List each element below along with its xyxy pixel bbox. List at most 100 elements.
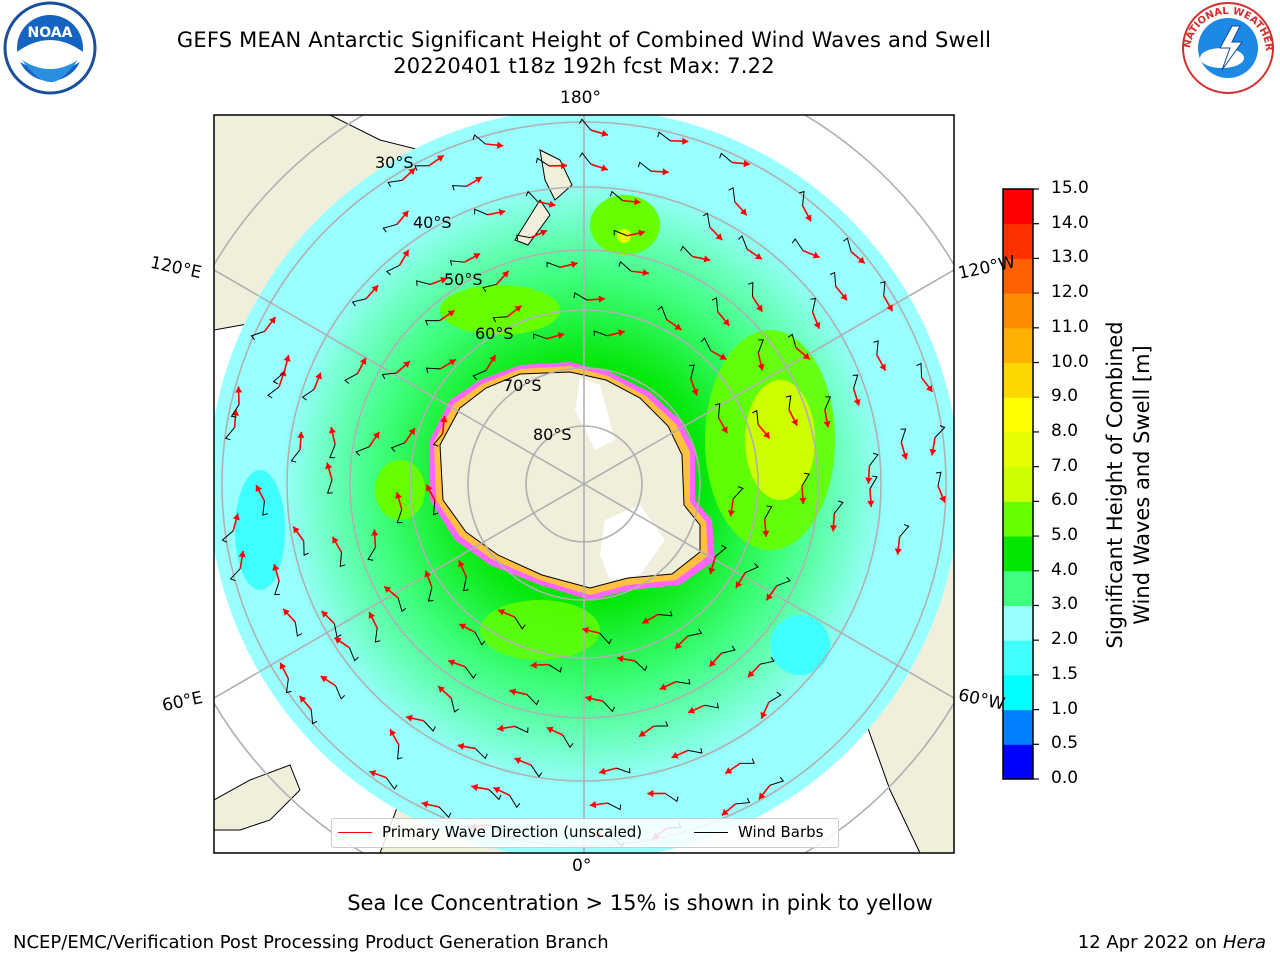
map-title: GEFS MEAN Antarctic Significant Height o… (176, 28, 992, 52)
colorbar-segment (1003, 258, 1033, 294)
wind-barb (711, 297, 719, 312)
colorbar-tick-label: 7.0 (1051, 455, 1079, 476)
wave-arrow-head (405, 714, 413, 722)
wave-arrow-head (682, 137, 689, 145)
wind-barb (351, 298, 367, 307)
wind-barb (935, 471, 942, 487)
wind-barb (374, 627, 381, 643)
wave-arrow-head (371, 529, 379, 536)
colorbar-segment (1003, 744, 1033, 780)
colorbar-tick-label: 6.0 (1051, 490, 1079, 511)
wave-arrow-head (642, 617, 650, 624)
wind-barb (657, 131, 671, 142)
wind-barb (833, 500, 844, 514)
wave-arrow-head (448, 659, 456, 667)
wave-arrow-head (440, 276, 448, 284)
wind-barb (757, 339, 764, 354)
wave-arrow-head (540, 229, 547, 237)
wave-arrow-head (297, 431, 305, 439)
wave-arrow-head (403, 361, 411, 368)
wind-barb (344, 373, 358, 384)
legend-swatch-wave (338, 832, 372, 833)
wind-barb (414, 165, 430, 171)
wind-barb (752, 409, 759, 425)
wave-arrow-head (408, 168, 416, 175)
wind-barb (899, 524, 910, 538)
wind-barb (525, 190, 539, 203)
wind-barb (355, 446, 370, 456)
wind-barb (514, 616, 526, 630)
wind-barb (290, 449, 301, 463)
wind-barb (333, 623, 342, 639)
wave-arrow-head (647, 789, 654, 798)
wave-arrow-head (459, 623, 467, 631)
wave-arrow-head (283, 355, 291, 362)
sea-ice-note: Sea Ice Concentration > 15% is shown in … (347, 891, 933, 915)
wind-barb (801, 472, 810, 487)
wave-arrow-head (805, 214, 812, 222)
wave-arrow-head (829, 525, 838, 532)
colorbar-tick-label: 8.0 (1051, 420, 1079, 441)
wave-arrow-head (925, 384, 933, 392)
wave-arrow-head (231, 409, 240, 416)
wind-barb (385, 777, 398, 790)
wave-arrow-head (372, 431, 380, 439)
wave-arrow-head (589, 801, 597, 809)
wind-barb (535, 157, 550, 167)
wave-arrow-head (371, 285, 379, 293)
wind-barb (735, 797, 751, 805)
wind-barb (578, 118, 592, 131)
wind-barb (492, 316, 508, 323)
wind-barb (463, 576, 469, 592)
wave-arrow-head (582, 626, 589, 634)
wind-barb (303, 541, 309, 556)
wind-barb (474, 632, 486, 646)
wind-barb (530, 764, 543, 778)
wind-barb (714, 402, 721, 418)
wave-arrow-head (369, 770, 377, 777)
wind-barb (843, 237, 852, 252)
wind-barb (613, 229, 628, 237)
wind-barb (262, 501, 268, 516)
wind-barb (764, 505, 773, 520)
wind-barb (514, 725, 529, 734)
map-legend: Primary Wave Direction (unscaled) Wind B… (331, 818, 839, 848)
wind-barb (221, 530, 234, 543)
wind-barb (385, 265, 400, 276)
colorbar-label-line1-text: Significant Height of Combined (1103, 321, 1127, 649)
wave-arrow-head (722, 318, 730, 326)
wave-arrow-head (235, 386, 243, 393)
wind-barb (573, 292, 588, 301)
wave-arrow-head (489, 355, 496, 363)
wave-arrow-head (497, 724, 504, 732)
wind-barb (387, 179, 403, 187)
wind-barb (474, 208, 488, 216)
africa-land (214, 764, 301, 831)
wind-barb (869, 452, 879, 467)
wave-arrow-head (929, 448, 937, 456)
wave-arrow-head (457, 742, 465, 750)
wave-arrow-head (886, 304, 893, 312)
lat-label-30s: 30°S (375, 153, 414, 172)
wind-barb (602, 700, 616, 713)
lon-label-180: 180° (560, 88, 601, 108)
noaa-logo-text: NOAA (28, 25, 73, 41)
wind-barb (335, 685, 346, 700)
wind-barb (397, 744, 403, 760)
wave-arrow-head (493, 786, 501, 794)
wave-arrow-head (293, 526, 300, 534)
wind-barb (719, 152, 733, 163)
map-frame (213, 114, 955, 854)
wind-barb (687, 747, 703, 754)
wave-arrow-head (473, 253, 481, 260)
wind-barb (450, 698, 459, 713)
wave-arrow-head (634, 198, 641, 206)
wind-barb (509, 794, 521, 809)
wave-arrow-head (384, 586, 392, 594)
colorbar-segment (1003, 293, 1033, 329)
wind-barb (768, 691, 782, 703)
wind-barb (397, 597, 407, 613)
wind-barb (787, 333, 797, 348)
wave-arrow-head (408, 428, 415, 436)
wave-arrow-head (618, 329, 625, 337)
